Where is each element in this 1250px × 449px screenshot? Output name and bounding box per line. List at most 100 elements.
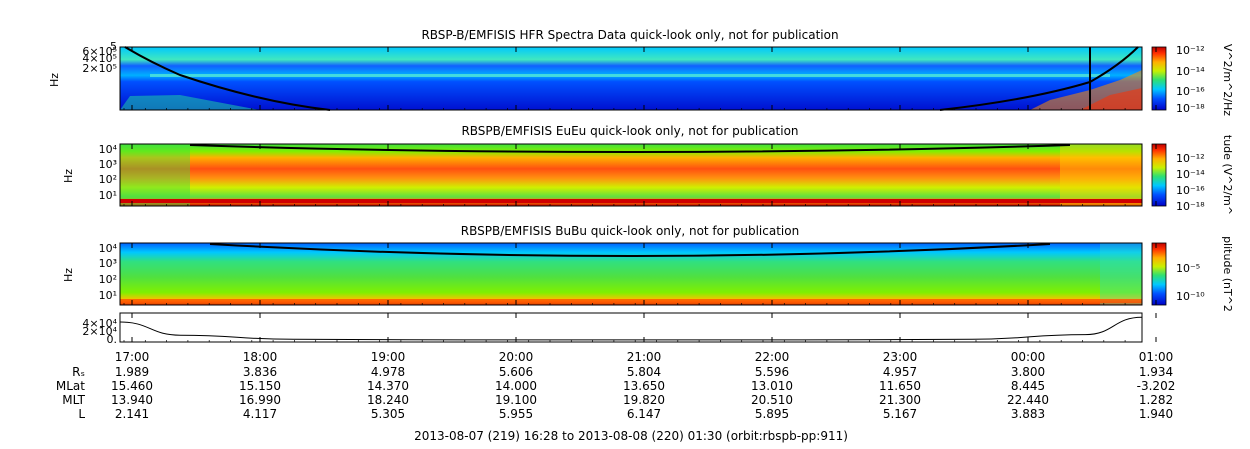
ephemeris-value: 5.955 — [499, 407, 533, 421]
eueu-spectrogram — [120, 144, 1142, 206]
line-ytick-label: 0. — [107, 333, 118, 346]
ephemeris-value: 5.606 — [499, 365, 533, 379]
eueu-yaxis: 10⁴ 10³ 10² 10¹ Hz — [62, 143, 118, 202]
eueu-colorbar-tick: 10⁻¹⁶ — [1176, 184, 1205, 197]
eueu-ytick-label: 10¹ — [99, 189, 117, 202]
x-tick-label: 19:00 — [371, 350, 406, 364]
hfr-ytick-label: 6×10⁵ — [82, 45, 117, 58]
eueu-colorbar-tick: 10⁻¹² — [1176, 152, 1205, 165]
eueu-ytick-label: 10² — [99, 173, 117, 186]
bubu-ytick-label: 10¹ — [99, 289, 117, 302]
hfr-ytop-label: 5 — [110, 40, 117, 53]
x-tick-label: 00:00 — [1011, 350, 1046, 364]
eueu-colorbar-label: tude (V^2/m^ — [1221, 135, 1234, 215]
time-range-footer: 2013-08-07 (219) 16:28 to 2013-08-08 (22… — [414, 429, 848, 443]
eueu-frame — [119, 143, 1143, 207]
eueu-title: RBSPB/EMFISIS EuEu quick-look only, not … — [461, 124, 798, 138]
ephemeris-value: 5.596 — [755, 365, 789, 379]
ephemeris-value: 15.150 — [239, 379, 281, 393]
x-tick-label: 20:00 — [499, 350, 534, 364]
hfr-spectrogram — [120, 46, 1142, 111]
ephemeris-value: 20.510 — [751, 393, 793, 407]
hfr-colorbar-tick: 10⁻¹² — [1176, 44, 1205, 57]
x-tick-label: 23:00 — [883, 350, 918, 364]
ephemeris-value: 1.934 — [1139, 365, 1173, 379]
bubu-ytick-label: 10⁴ — [99, 242, 118, 255]
line-yaxis: 4×10⁴ 2×10⁴ 0. — [82, 317, 117, 346]
ephemeris-value: 11.650 — [879, 379, 921, 393]
ephemeris-value: 4.117 — [243, 407, 277, 421]
ephemeris-value: 19.100 — [495, 393, 537, 407]
ephemeris-value: 14.000 — [495, 379, 537, 393]
x-tick-label: 18:00 — [243, 350, 278, 364]
bubu-colorbar-tick: 10⁻¹⁰ — [1176, 290, 1205, 303]
line-ytick-label: 4×10⁴ — [82, 317, 117, 330]
ephemeris-value: 3.800 — [1011, 365, 1045, 379]
eueu-ytick-label: 10³ — [99, 158, 117, 171]
eueu-colorbar-tick: 10⁻¹⁴ — [1176, 168, 1205, 181]
eueu-colorbar: 10⁻¹² 10⁻¹⁴ 10⁻¹⁶ 10⁻¹⁸ tude (V^2/m^ — [1151, 135, 1234, 215]
hfr-colorbar-tick: 10⁻¹⁸ — [1176, 102, 1205, 115]
x-tick-label: 21:00 — [627, 350, 662, 364]
x-axis: 17:00 18:00 19:00 20:00 21:00 22:00 23:00 00:00… — [115, 47, 1174, 364]
bubu-colorbar: 10⁻⁵ 10⁻¹⁰ plitude (nT^2 — [1151, 236, 1234, 312]
ephemeris-value: 5.305 — [371, 407, 405, 421]
eueu-colorbar-tick: 10⁻¹⁸ — [1176, 200, 1205, 213]
ephemeris-value: 22.440 — [1007, 393, 1049, 407]
x-tick-label: 17:00 — [115, 350, 150, 364]
ephemeris-value: 1.989 — [115, 365, 149, 379]
bubu-frame — [119, 242, 1143, 306]
hfr-ytick-label: 2×10⁵ — [82, 62, 117, 75]
hfr-yaxis: 5 6×10⁵ 4×10⁵ 2×10⁵ Hz — [48, 40, 117, 87]
hfr-colorbar-tick: 10⁻¹⁴ — [1176, 65, 1205, 78]
ephemeris-value: 14.370 — [367, 379, 409, 393]
line-frame — [119, 312, 1143, 343]
ephemeris-value: 4.978 — [371, 365, 405, 379]
ephemeris-value: -3.202 — [1137, 379, 1176, 393]
ephemeris-value: 18.240 — [367, 393, 409, 407]
ephemeris-row-label: L — [78, 407, 85, 421]
bubu-ylabel: Hz — [62, 268, 75, 282]
eueu-ylabel: Hz — [62, 169, 75, 183]
bubu-ytick-label: 10³ — [99, 257, 117, 270]
hfr-colorbar-label: V^2/m^2/Hz — [1221, 44, 1234, 116]
ephemeris-row-label: MLT — [62, 393, 85, 407]
x-tick-label: 01:00 — [1139, 350, 1174, 364]
ephemeris-value: 1.940 — [1139, 407, 1173, 421]
ephemeris-value: 19.820 — [623, 393, 665, 407]
hfr-colorbar: 10⁻¹² 10⁻¹⁴ 10⁻¹⁶ 10⁻¹⁸ V^2/m^2/Hz — [1151, 44, 1234, 116]
ephemeris-row-label: Rₛ — [72, 365, 85, 379]
ephemeris-value: 5.167 — [883, 407, 917, 421]
x-tick-label: 22:00 — [755, 350, 790, 364]
bubu-yaxis: 10⁴ 10³ 10² 10¹ Hz — [62, 242, 118, 302]
ephemeris-value: 13.650 — [623, 379, 665, 393]
ephemeris-value: 16.990 — [239, 393, 281, 407]
ephemeris-value: 3.883 — [1011, 407, 1045, 421]
eueu-ytick-label: 10⁴ — [99, 143, 118, 156]
ephemeris-value: 4.957 — [883, 365, 917, 379]
ephemeris-value: 8.445 — [1011, 379, 1045, 393]
hfr-frame — [119, 46, 1143, 111]
bubu-spectrogram — [120, 243, 1142, 305]
hfr-colorbar-tick: 10⁻¹⁶ — [1176, 85, 1205, 98]
ephemeris-value: 13.010 — [751, 379, 793, 393]
ephemeris-value: 5.804 — [627, 365, 661, 379]
hfr-ytick-label: 4×10⁵ — [82, 52, 117, 65]
ephemeris-value: 21.300 — [879, 393, 921, 407]
hfr-title: RBSP-B/EMFISIS HFR Spectra Data quick-lo… — [421, 28, 838, 42]
ephemeris-value: 5.895 — [755, 407, 789, 421]
ephemeris-table: Rₛ 1.989 3.836 4.978 5.606 5.804 5.596 4.957 3.8… — [56, 365, 1175, 421]
ephemeris-row-label: MLat — [56, 379, 85, 393]
ephemeris-value: 1.282 — [1139, 393, 1173, 407]
ephemeris-value: 6.147 — [627, 407, 661, 421]
line-series — [119, 316, 1143, 341]
bubu-title: RBSPB/EMFISIS BuBu quick-look only, not … — [461, 224, 799, 238]
ephemeris-value: 2.141 — [115, 407, 149, 421]
bubu-colorbar-tick: 10⁻⁵ — [1176, 262, 1200, 275]
bubu-ytick-label: 10² — [99, 273, 117, 286]
bubu-colorbar-label: plitude (nT^2 — [1221, 236, 1234, 312]
ephemeris-value: 13.940 — [111, 393, 153, 407]
ephemeris-value: 15.460 — [111, 379, 153, 393]
line-ytick-label: 2×10⁴ — [82, 325, 117, 338]
